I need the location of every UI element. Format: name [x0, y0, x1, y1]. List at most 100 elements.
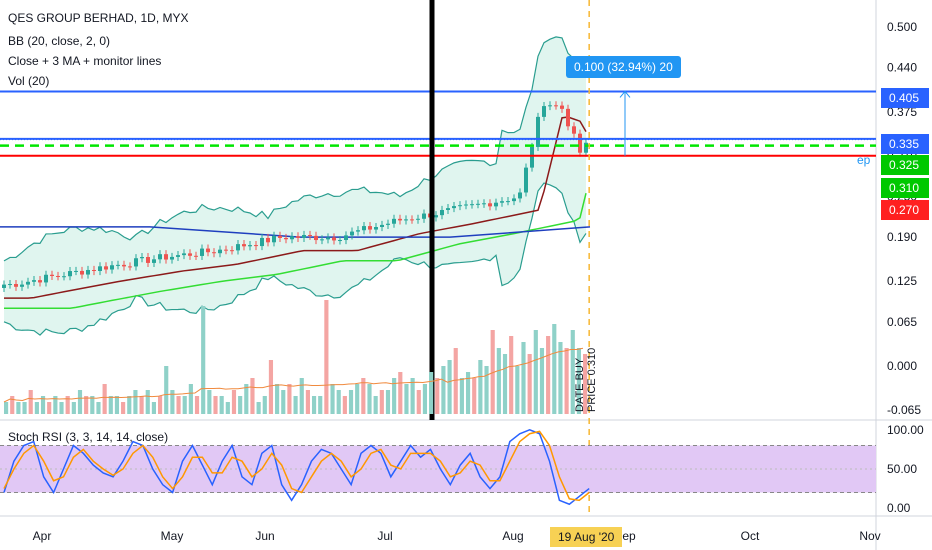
bollinger-lower-line: [3, 182, 587, 336]
volume-bar: [170, 390, 175, 414]
volume-bar: [490, 330, 495, 414]
volume-bar: [478, 360, 483, 414]
candle-body: [110, 265, 114, 270]
chart-title: QES GROUP BERHAD, 1D, MYX: [8, 11, 189, 25]
legend-vol[interactable]: Vol (20): [8, 74, 50, 88]
candle-body: [470, 204, 474, 206]
candle-body: [140, 257, 144, 259]
volume-bar: [583, 354, 588, 414]
volume-bar: [367, 384, 372, 414]
volume-bar: [262, 396, 267, 414]
volume-bar: [151, 402, 156, 414]
volume-bar: [348, 390, 354, 414]
candle-body: [86, 269, 90, 275]
volume-bar: [238, 396, 243, 414]
volume-bar: [422, 384, 428, 414]
candle-body: [512, 198, 516, 202]
volume-bar: [77, 390, 83, 414]
candle-body: [92, 269, 96, 272]
time-tick-label: Apr: [33, 529, 52, 543]
candle-body: [158, 254, 162, 260]
candle-body: [38, 280, 42, 283]
volume-bar: [342, 396, 347, 414]
volume-bar: [410, 378, 415, 414]
candle-body: [62, 276, 66, 278]
candle-body: [200, 248, 204, 256]
candle-body: [182, 253, 186, 256]
volume-bar: [219, 396, 224, 414]
candle-body: [44, 274, 48, 283]
candle-body: [494, 202, 498, 207]
volume-bar: [576, 348, 582, 414]
legend-stoch-rsi[interactable]: Stoch RSI (3, 3, 14, 14, close): [8, 430, 169, 444]
candle-body: [278, 235, 282, 238]
measure-arrowhead: [619, 90, 631, 98]
volume-bar: [552, 324, 557, 414]
stoch-tick-label: 100.00: [887, 423, 924, 437]
candle-body: [476, 203, 480, 205]
volume-bar: [484, 366, 489, 414]
candle-body: [440, 209, 444, 216]
stoch-k-line: [3, 429, 590, 506]
candle-body: [170, 256, 174, 260]
volume-bar: [65, 396, 70, 414]
volume-bar: [324, 300, 329, 414]
volume-bar: [4, 402, 9, 414]
annotation-price: PRICE 0.310: [586, 347, 598, 412]
candle-body: [308, 234, 312, 236]
candle-body: [230, 250, 234, 252]
legend-ma[interactable]: Close + 3 MA + monitor lines: [8, 54, 162, 68]
ma-green-line: [4, 193, 587, 309]
volume-bar: [59, 402, 64, 414]
volume-bar: [182, 396, 187, 414]
candle-body: [176, 255, 180, 257]
time-tick-label: Jul: [377, 529, 392, 543]
volume-bar: [441, 366, 446, 414]
candle-body: [398, 218, 402, 221]
candle-body: [32, 280, 36, 282]
candle-body: [566, 108, 570, 127]
candle-body: [134, 258, 138, 267]
candle-body: [578, 133, 582, 153]
price-tick-label: 0.440: [887, 61, 917, 75]
volume-bar: [133, 390, 138, 414]
annotation-date-buy: DATE BUY: [574, 357, 586, 412]
candle-body: [536, 116, 540, 147]
volume-bar: [275, 384, 280, 414]
measure-label[interactable]: 0.100 (32.94%) 20: [566, 56, 681, 78]
candle-body: [458, 205, 462, 207]
volume-bar: [299, 378, 304, 414]
volume-bar: [472, 378, 477, 414]
candle-body: [548, 105, 552, 107]
candle-body: [146, 257, 150, 263]
candle-body: [356, 230, 360, 232]
candle-body: [350, 231, 354, 236]
candle-body: [194, 255, 198, 257]
volume-bar: [373, 396, 378, 414]
candle-body: [326, 237, 330, 240]
volume-bar: [201, 306, 206, 414]
volume-bar: [546, 336, 551, 414]
volume-bar: [336, 390, 341, 414]
candle-body: [236, 244, 240, 251]
candle-body: [188, 253, 192, 256]
legend-bb[interactable]: BB (20, close, 2, 0): [8, 34, 111, 48]
volume-bar: [392, 378, 397, 414]
candle-body: [80, 270, 84, 275]
stoch-tick-label: 50.00: [887, 462, 917, 476]
price-tag-0270: 0.270: [881, 200, 929, 220]
price-tag-0325: 0.325: [881, 155, 929, 175]
volume-bar: [509, 336, 514, 414]
volume-bar: [268, 360, 274, 414]
candle-body: [554, 105, 558, 107]
candle-body: [302, 234, 306, 238]
candle-body: [8, 284, 12, 286]
date-label: 19 Aug '20: [550, 527, 623, 547]
candle-body: [74, 270, 78, 272]
volume-bar: [28, 390, 33, 414]
candle-body: [122, 264, 126, 267]
price-tag-0405: 0.405: [881, 88, 929, 108]
volume-bar: [429, 372, 434, 414]
candle-body: [338, 240, 342, 242]
